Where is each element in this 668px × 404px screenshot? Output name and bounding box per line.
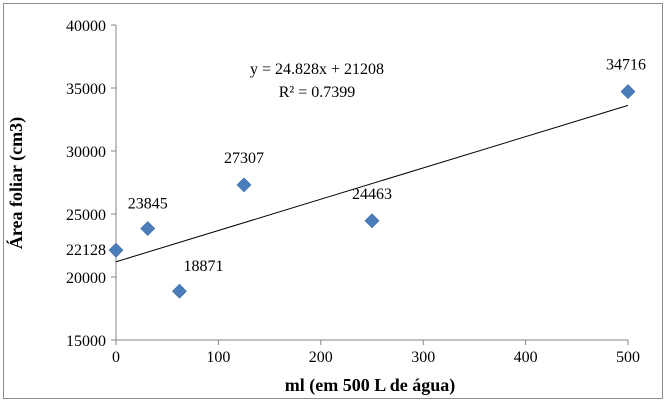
y-tick-label: 35000	[66, 81, 106, 98]
data-labels: 22128 23845 18871 27307 24463 34716	[66, 57, 646, 276]
y-axis-title: Área foliar (cm3)	[5, 117, 27, 249]
x-axis-ticks: 0 100 200 300 400 500	[112, 340, 640, 366]
x-tick-label: 500	[616, 349, 640, 366]
x-tick-label: 100	[206, 349, 230, 366]
data-label: 34716	[606, 57, 646, 74]
data-point	[140, 221, 156, 236]
r-squared-label: R² = 0.7399	[279, 84, 356, 101]
x-tick-label: 400	[514, 349, 538, 366]
x-axis-title: ml (em 500 L de água)	[285, 375, 456, 396]
x-tick-label: 200	[309, 349, 333, 366]
data-point	[172, 283, 187, 299]
data-point	[620, 84, 636, 100]
x-tick-label: 0	[112, 349, 120, 366]
y-tick-label: 15000	[66, 333, 106, 350]
y-axis-ticks: 15000 20000 25000 30000 35000 40000	[66, 18, 116, 350]
data-point	[108, 242, 124, 258]
chart-frame	[3, 3, 663, 399]
data-label: 18871	[183, 258, 223, 275]
y-tick-label: 40000	[66, 18, 106, 35]
data-label: 22128	[66, 242, 106, 259]
data-label: 27307	[224, 150, 264, 167]
y-tick-label: 30000	[66, 144, 106, 161]
y-tick-label: 25000	[66, 207, 106, 224]
data-label: 24463	[352, 186, 392, 203]
data-label: 23845	[128, 196, 168, 213]
trendline	[115, 104, 629, 263]
data-points	[108, 84, 636, 299]
data-point	[236, 177, 252, 193]
y-tick-label: 20000	[66, 270, 106, 287]
trendline-equation: y = 24.828x + 21208	[250, 61, 384, 78]
data-point	[364, 213, 380, 229]
x-tick-label: 300	[411, 349, 435, 366]
